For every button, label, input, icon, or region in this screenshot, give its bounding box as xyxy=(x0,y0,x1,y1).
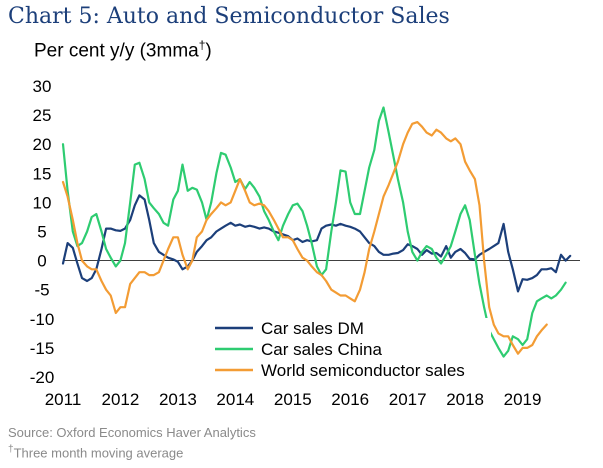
x-tick-label: 2013 xyxy=(159,390,197,409)
x-tick-label: 2017 xyxy=(389,390,427,409)
x-tick-label: 2014 xyxy=(216,390,254,409)
source-text: Source: Oxford Economics Haver Analytics xyxy=(8,425,256,440)
y-tick-label: -5 xyxy=(34,281,49,300)
y-tick-label: 25 xyxy=(33,106,52,125)
series-lines xyxy=(61,106,572,358)
y-tick-label: 5 xyxy=(37,223,46,242)
y-tick-label: 15 xyxy=(33,164,52,183)
footnote: †Three month moving average xyxy=(8,441,256,461)
x-tick-label: 2012 xyxy=(102,390,140,409)
x-tick-label: 2019 xyxy=(504,390,542,409)
legend-label: Car sales China xyxy=(261,340,382,359)
y-tick-label: -10 xyxy=(30,310,55,329)
y-tick-label: 10 xyxy=(33,193,52,212)
series-line xyxy=(61,121,548,355)
y-tick-label: 20 xyxy=(33,135,52,154)
x-tick-label: 2018 xyxy=(446,390,484,409)
x-tick-label: 2016 xyxy=(331,390,369,409)
y-tick-label: 30 xyxy=(33,77,52,96)
legend: Car sales DM Car sales China World semicon… xyxy=(211,318,491,380)
source-note: Source: Oxford Economics Haver Analytics… xyxy=(8,424,256,461)
subtitle-dagger: † xyxy=(198,38,206,52)
x-tick-label: 2011 xyxy=(45,390,82,409)
x-tick-label: 2015 xyxy=(274,390,312,409)
legend-background xyxy=(211,318,491,338)
legend-background xyxy=(211,339,491,359)
chart-title: Chart 5: Auto and Semiconductor Sales xyxy=(8,4,450,29)
chart-subtitle: Per cent y/y (3mma†) xyxy=(34,38,212,62)
legend-background xyxy=(211,360,491,380)
series-line xyxy=(61,106,567,358)
footnote-dagger: † xyxy=(8,444,14,455)
series-line xyxy=(61,194,572,293)
y-tick-label: 0 xyxy=(37,252,46,271)
legend-label: Car sales DM xyxy=(261,319,364,338)
legend-label: World semiconductor sales xyxy=(261,361,465,380)
y-tick-label: -20 xyxy=(30,368,55,387)
footnote-text: Three month moving average xyxy=(13,445,184,461)
y-axis-ticks: 30 25 20 15 10 5 0 -5 -10 -15 -20 xyxy=(30,77,55,387)
subtitle-text: Per cent y/y (3mma xyxy=(34,40,199,62)
x-axis-ticks: 2011 2012 2013 2014 2015 2016 2017 2018 2019 xyxy=(45,390,542,409)
subtitle-close: ) xyxy=(205,40,212,62)
y-tick-label: -15 xyxy=(30,339,55,358)
